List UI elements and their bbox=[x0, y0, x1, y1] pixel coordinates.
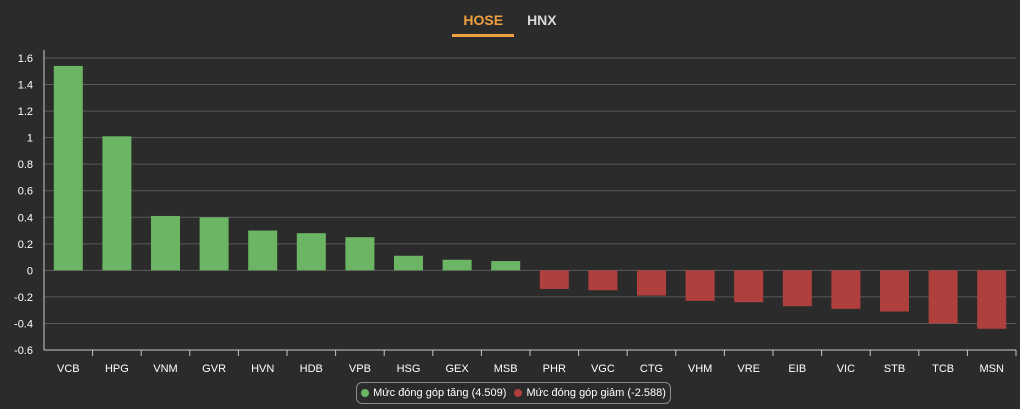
x-tick-label: TCB bbox=[932, 363, 954, 375]
x-tick-label: PHR bbox=[543, 363, 566, 375]
bar-vhm bbox=[685, 270, 715, 301]
tab-hnx[interactable]: HNX bbox=[527, 12, 557, 28]
x-tick-label: HPG bbox=[105, 363, 129, 375]
y-tick-label: 0.8 bbox=[18, 159, 33, 171]
legend-negative-label: Mức đóng góp giảm (-2.588) bbox=[526, 387, 666, 399]
x-tick-label: HDB bbox=[300, 363, 323, 375]
tab-hose[interactable]: HOSE bbox=[452, 0, 515, 37]
bar-vre bbox=[734, 270, 764, 303]
bar-msb bbox=[491, 261, 521, 271]
bar-vcb bbox=[53, 65, 83, 271]
x-tick-label: GEX bbox=[445, 363, 469, 375]
chart-legend: Mức đóng góp tăng (4.509) Mức đóng góp g… bbox=[356, 382, 671, 404]
x-tick-label: MSN bbox=[979, 363, 1004, 375]
x-tick-label: HSG bbox=[397, 363, 421, 375]
y-tick-label: -0.2 bbox=[14, 292, 33, 304]
y-tick-label: 1.6 bbox=[18, 53, 33, 65]
exchange-tabs: HOSE HNX bbox=[0, 0, 1020, 40]
y-tick-label: 1.4 bbox=[18, 80, 33, 92]
x-tick-label: STB bbox=[884, 363, 905, 375]
bar-gex bbox=[442, 259, 472, 271]
y-tick-label: 0.2 bbox=[18, 239, 33, 251]
x-tick-label: VNM bbox=[153, 363, 177, 375]
bar-vgc bbox=[588, 270, 618, 291]
x-tick-label: VCB bbox=[57, 363, 80, 375]
y-tick-label: 0.6 bbox=[18, 186, 33, 198]
bar-vnm bbox=[151, 215, 180, 271]
y-tick-label: 0.4 bbox=[18, 212, 33, 224]
negative-dot-icon bbox=[514, 389, 523, 397]
bar-msn bbox=[977, 270, 1007, 329]
positive-dot-icon bbox=[361, 389, 370, 397]
x-tick-label: HVN bbox=[251, 363, 274, 375]
x-tick-label: GVR bbox=[202, 363, 226, 375]
bar-vic bbox=[831, 270, 861, 309]
x-tick-label: EIB bbox=[788, 363, 806, 375]
bar-hdb bbox=[296, 233, 326, 271]
y-tick-label: 1.2 bbox=[18, 106, 33, 118]
x-tick-label: VHM bbox=[688, 363, 712, 375]
legend-item-negative[interactable]: Mức đóng góp giảm (-2.588) bbox=[514, 387, 666, 399]
bar-hvn bbox=[248, 230, 278, 271]
x-tick-label: CTG bbox=[640, 363, 663, 375]
y-tick-label: 0 bbox=[27, 265, 33, 277]
bar-ctg bbox=[637, 270, 666, 296]
x-tick-label: VPB bbox=[349, 363, 371, 375]
bar-vpb bbox=[345, 237, 375, 271]
x-tick-label: VIC bbox=[837, 363, 855, 375]
legend-item-positive[interactable]: Mức đóng góp tăng (4.509) bbox=[361, 387, 506, 399]
x-tick-label: MSB bbox=[494, 363, 518, 375]
bar-tcb bbox=[928, 270, 958, 324]
bar-stb bbox=[880, 270, 909, 312]
x-tick-label: VGC bbox=[591, 363, 615, 375]
legend-positive-label: Mức đóng góp tăng (4.509) bbox=[373, 387, 507, 399]
x-tick-label: VRE bbox=[737, 363, 760, 375]
bar-phr bbox=[539, 270, 569, 289]
y-tick-label: 1 bbox=[27, 133, 33, 145]
y-tick-label: -0.4 bbox=[14, 318, 33, 330]
bar-hsg bbox=[394, 255, 423, 271]
y-tick-label: -0.6 bbox=[14, 345, 33, 357]
bar-hpg bbox=[102, 136, 132, 271]
bar-eib bbox=[782, 270, 812, 307]
bar-gvr bbox=[199, 217, 229, 271]
